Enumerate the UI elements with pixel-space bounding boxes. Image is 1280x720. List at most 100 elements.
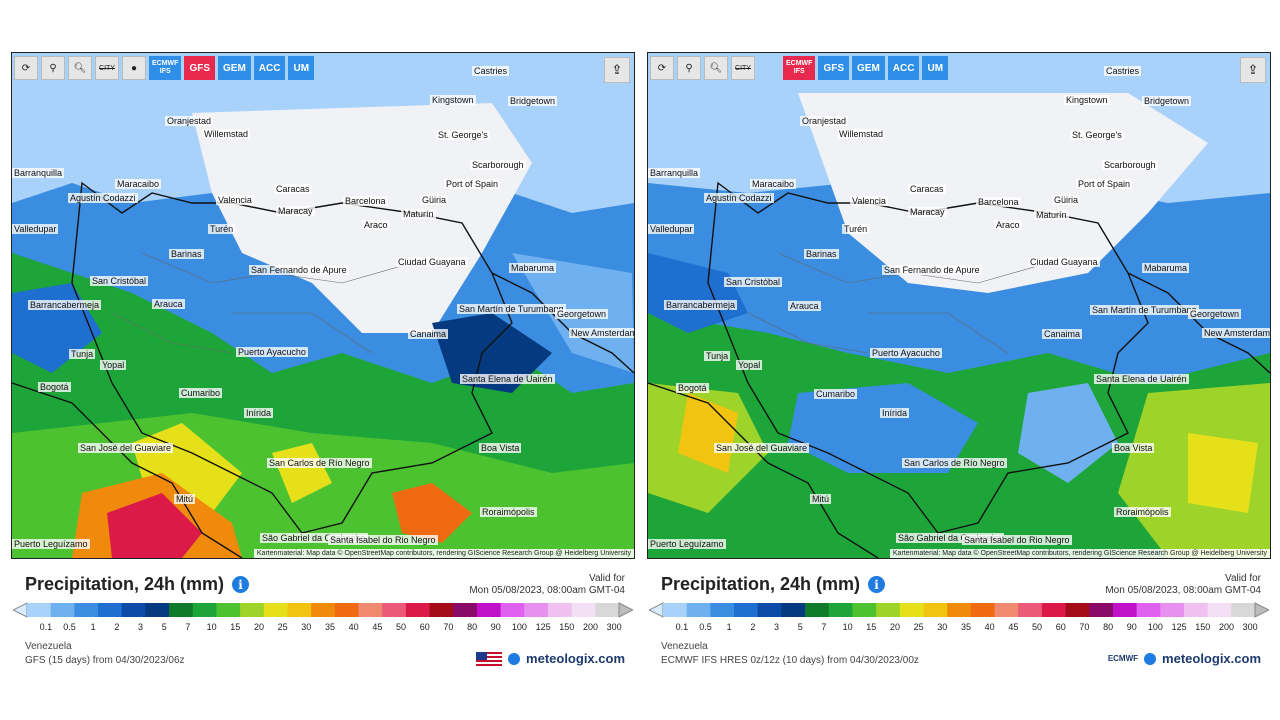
city-label: Araco (994, 220, 1022, 230)
legend-swatch (547, 603, 573, 617)
location-icon[interactable]: ⚲ (677, 56, 701, 80)
legend-arrow-high (1254, 602, 1269, 618)
legend-swatch (1041, 603, 1067, 617)
info-icon[interactable]: i (868, 576, 886, 593)
legend-tick-label: 90 (1126, 622, 1137, 632)
legend-swatch (192, 603, 217, 617)
map-attribution[interactable]: Kartenmaterial: Map data © OpenStreetMap… (253, 549, 634, 558)
legend-tick-label: 0.5 (63, 622, 76, 632)
model-gem-button[interactable]: GEM (218, 56, 251, 80)
brand[interactable]: meteologix.com (476, 651, 625, 666)
city-label: Santa Isabel do Rio Negro (328, 535, 438, 545)
legend-tick-label: 10 (842, 622, 853, 632)
city-label: Maturín (1034, 210, 1069, 220)
precipitation-map[interactable]: ⟳ ⚲ 🔍︎ CITY ECMWF IFS GFS GEM ACC UM ⇪ Ca… (647, 52, 1271, 559)
model-gfs-button[interactable]: GFS (818, 56, 850, 80)
precip-field (12, 53, 634, 558)
brand[interactable]: ECMWF meteologix.com (1108, 651, 1261, 666)
city-toggle-button[interactable]: CITY (731, 56, 755, 80)
legend-tick-label: 150 (559, 622, 575, 632)
city-label: Valledupar (648, 224, 695, 234)
city-label: Ciudad Guayana (396, 257, 468, 267)
precipitation-map[interactable]: ⟳ ⚲ 🔍︎ CITY ● ECMWF IFS GFS GEM ACC UM ⇪ … (11, 52, 635, 559)
city-label: Cumaribo (814, 389, 858, 399)
legend-tick-label: 30 (301, 622, 312, 632)
brand-name: meteologix.com (1162, 651, 1261, 666)
model-gfs-button[interactable]: GFS (184, 56, 216, 80)
city-toggle-button[interactable]: CITY (95, 56, 119, 80)
legend-swatch (781, 603, 806, 617)
refresh-icon[interactable]: ⟳ (14, 56, 38, 80)
city-label: Arauca (788, 301, 821, 311)
legend-tick-label: 2 (114, 622, 120, 632)
model-run-label: ECMWF IFS HRES 0z/12z (10 days) from 04/… (661, 655, 919, 666)
city-label: Puerto Leguízamo (648, 539, 726, 549)
city-label: Mitú (174, 494, 196, 504)
globe-icon (508, 652, 521, 665)
city-label: Canaima (1042, 329, 1083, 339)
city-label: Willemstad (202, 129, 251, 139)
legend-swatch (734, 603, 759, 617)
legend-swatch (828, 603, 853, 617)
city-label: Inírida (880, 408, 910, 418)
legend-swatch (1183, 603, 1209, 617)
city-label: Barcelona (976, 197, 1021, 207)
legend-swatch (1136, 603, 1161, 617)
legend-tick-label: 60 (1055, 622, 1066, 632)
legend-tick-label: 15 (230, 622, 241, 632)
legend-tick-label: 80 (467, 622, 478, 632)
city-label: São Gabriel da Cachoeira (260, 533, 368, 543)
refresh-icon[interactable]: ⟳ (650, 56, 674, 80)
legend-tick-label: 300 (1242, 622, 1258, 632)
valid-time: Valid for Mon 05/08/2023, 08:00am GMT-04 (469, 573, 625, 597)
city-label: San Carlos de Río Negro (267, 458, 372, 468)
legend-swatch (686, 603, 711, 617)
map-attribution[interactable]: Kartenmaterial: Map data © OpenStreetMap… (889, 549, 1270, 558)
legend-swatch (98, 603, 123, 617)
city-label: Puerto Ayacucho (870, 348, 942, 358)
model-acc-button[interactable]: ACC (887, 56, 920, 80)
city-label: São Gabriel da Cachoeira (896, 533, 1004, 543)
legend-tick-label: 1 (726, 622, 732, 632)
model-um-button[interactable]: UM (922, 56, 949, 80)
city-label: Yopal (100, 360, 127, 370)
legend-ticks: 0.1 0.5 1 2 3 5 7 10 15 20 25 30 35 40 45 50 60 70 80 90 100… (647, 622, 1267, 634)
city-label: Güiria (1052, 195, 1081, 205)
info-icon[interactable]: i (232, 576, 250, 593)
dot-icon[interactable]: ● (122, 56, 146, 80)
map-title-text: Precipitation, 24h (mm) (25, 574, 225, 594)
legend-arrow-high (618, 602, 633, 618)
legend-swatch (947, 603, 972, 617)
city-label: Barinas (804, 249, 839, 259)
model-ecmwf-ifs-button[interactable]: ECMWF IFS (783, 56, 816, 80)
city-label: Tunja (704, 351, 731, 361)
city-label: Güiria (420, 195, 449, 205)
model-acc-button[interactable]: ACC (253, 56, 286, 80)
zoom-icon[interactable]: 🔍︎ (704, 56, 728, 80)
share-icon[interactable]: ⇪ (604, 57, 630, 83)
legend-tick-label: 7 (185, 622, 191, 632)
legend-tick-label: 5 (161, 622, 167, 632)
legend-swatch (595, 603, 620, 617)
model-ecmwf-ifs-button[interactable]: ECMWF IFS (149, 56, 182, 80)
city-label: St. George's (436, 130, 490, 140)
city-label: Tunja (69, 349, 96, 359)
model-gem-button[interactable]: GEM (852, 56, 885, 80)
legend-tick-label: 60 (419, 622, 430, 632)
location-icon[interactable]: ⚲ (41, 56, 65, 80)
city-label: Turén (842, 224, 870, 234)
model-um-button[interactable]: UM (288, 56, 315, 80)
legend-swatch (571, 603, 596, 617)
valid-time-value: Mon 05/08/2023, 08:00am GMT-04 (469, 585, 625, 596)
zoom-icon[interactable]: 🔍︎ (68, 56, 92, 80)
legend-swatch (50, 603, 75, 617)
city-label: Canaima (408, 329, 449, 339)
legend-swatch (757, 603, 782, 617)
brand-name: meteologix.com (526, 651, 625, 666)
legend-swatch (994, 603, 1019, 617)
legend-swatch (852, 603, 877, 617)
map-title: Precipitation, 24h (mm) i (661, 574, 886, 595)
city-label: Barinas (169, 249, 204, 259)
city-label: Scarborough (1102, 160, 1158, 170)
share-icon[interactable]: ⇪ (1240, 57, 1266, 83)
